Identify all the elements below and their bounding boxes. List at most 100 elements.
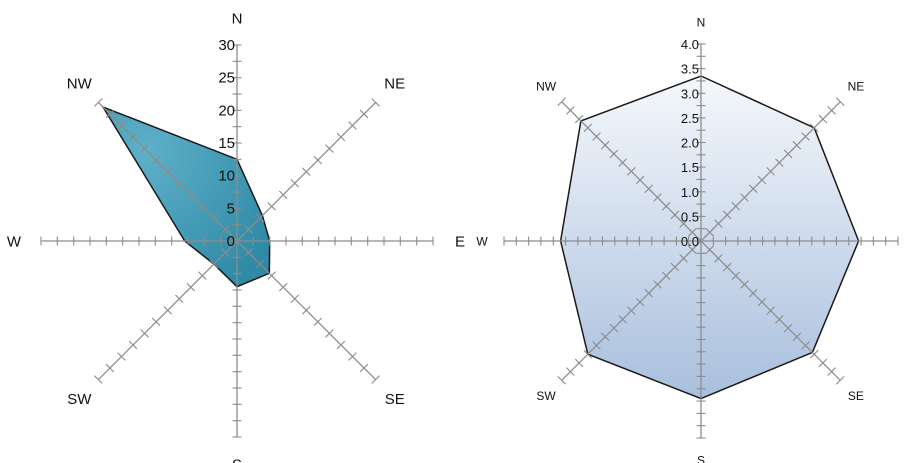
axis-tick xyxy=(775,315,784,324)
axis-tick xyxy=(827,106,836,115)
axis-tick xyxy=(679,254,688,263)
axis-tick xyxy=(371,375,380,384)
axis-tick xyxy=(325,144,334,153)
axis-tick xyxy=(175,179,184,188)
axis-tick xyxy=(221,225,230,234)
radial-tick-label: 10 xyxy=(218,168,235,185)
radial-tick-label: 20 xyxy=(218,102,235,119)
direction-label-s: S xyxy=(697,453,705,463)
axis-tick xyxy=(801,341,810,350)
axis-tick xyxy=(94,375,103,384)
axis-tick xyxy=(670,262,680,272)
direction-label-n: N xyxy=(697,15,706,29)
axis-tick xyxy=(290,294,299,303)
radial-tick-label: 2.0 xyxy=(681,136,699,151)
axis-tick xyxy=(244,248,253,257)
axis-tick xyxy=(679,219,688,228)
axis-tick xyxy=(783,323,793,333)
axis-tick xyxy=(348,352,357,361)
axis-tick xyxy=(592,132,601,141)
radial-tick-label: 3.5 xyxy=(681,62,699,77)
axis-tick xyxy=(371,98,380,107)
direction-label-w: W xyxy=(7,233,22,250)
axis-tick xyxy=(618,315,627,324)
axis-tick xyxy=(592,341,601,350)
axis-tick xyxy=(818,114,828,124)
axis-tick xyxy=(198,202,207,211)
radial-tick-label: 1.0 xyxy=(681,185,699,200)
axis-tick xyxy=(748,184,758,194)
wind-rose-right: NNEESESSWWNW0.00.51.01.52.02.53.03.54.0 xyxy=(476,15,899,463)
direction-label-sw: SW xyxy=(67,391,92,408)
axis-tick xyxy=(714,219,723,228)
axis-tick xyxy=(128,340,138,350)
radial-tick-label: 0.5 xyxy=(681,209,699,224)
axis-tick xyxy=(140,144,149,153)
axis-tick xyxy=(705,245,714,254)
axis-tick xyxy=(748,288,758,298)
axis-tick xyxy=(163,167,172,176)
axis-tick xyxy=(267,271,276,280)
axis-tick xyxy=(94,98,103,107)
axis-tick xyxy=(670,210,680,220)
axis-tick xyxy=(244,225,253,234)
axis-tick xyxy=(336,132,346,142)
radial-tick-label: 0.0 xyxy=(681,234,699,249)
axis-tick xyxy=(644,184,654,194)
axis-tick xyxy=(255,213,265,223)
axis-tick xyxy=(557,97,566,106)
axis-tick xyxy=(255,259,265,269)
axis-tick xyxy=(359,109,369,119)
axis-tick xyxy=(140,329,149,338)
axis-tick xyxy=(836,376,845,385)
radial-tick-label: 1.5 xyxy=(681,160,699,175)
axis-tick xyxy=(757,297,767,307)
axis-tick xyxy=(128,132,138,142)
axis-tick xyxy=(302,306,311,315)
direction-label-sw: SW xyxy=(536,389,556,403)
axis-tick xyxy=(792,140,802,150)
radial-tick-label: 5 xyxy=(227,200,235,217)
axis-tick xyxy=(618,158,627,167)
axis-tick xyxy=(731,271,741,281)
axis-tick xyxy=(600,140,610,150)
axis-tick xyxy=(574,114,584,124)
axis-tick xyxy=(801,132,810,141)
axis-tick xyxy=(313,317,323,327)
data-area-polygon xyxy=(559,75,860,400)
radial-tick-label: 0 xyxy=(227,233,235,250)
axis-tick xyxy=(688,228,697,237)
direction-label-ne: NE xyxy=(384,76,405,93)
axis-tick xyxy=(186,282,196,292)
axis-tick xyxy=(566,367,575,376)
axis-tick xyxy=(731,201,741,211)
direction-label-se: SE xyxy=(385,391,405,408)
direction-label-w: W xyxy=(476,234,488,248)
axis-tick xyxy=(609,323,619,333)
axis-tick xyxy=(600,332,610,342)
axis-tick xyxy=(827,367,836,376)
axis-tick xyxy=(186,190,196,200)
axis-tick xyxy=(313,155,323,165)
axis-tick xyxy=(818,358,828,368)
radial-tick-label: 3.0 xyxy=(681,86,699,101)
direction-label-se: SE xyxy=(848,389,864,403)
axis-tick xyxy=(151,317,161,327)
axis-tick xyxy=(302,167,311,176)
axis-tick xyxy=(574,358,584,368)
axis-tick xyxy=(267,202,276,211)
axis-tick xyxy=(705,228,714,237)
direction-label-ne: NE xyxy=(848,80,865,94)
axis-tick xyxy=(336,340,346,350)
radial-tick-label: 25 xyxy=(218,70,235,87)
axis-tick xyxy=(117,352,126,361)
axis-tick xyxy=(557,376,566,385)
axis-tick xyxy=(766,306,775,315)
axis-tick xyxy=(688,245,697,254)
axis-tick xyxy=(714,254,723,263)
direction-label-e: E xyxy=(455,233,465,250)
axis-tick xyxy=(198,271,207,280)
axis-tick xyxy=(209,259,219,269)
axis-tick xyxy=(290,179,299,188)
axis-tick xyxy=(105,109,115,119)
